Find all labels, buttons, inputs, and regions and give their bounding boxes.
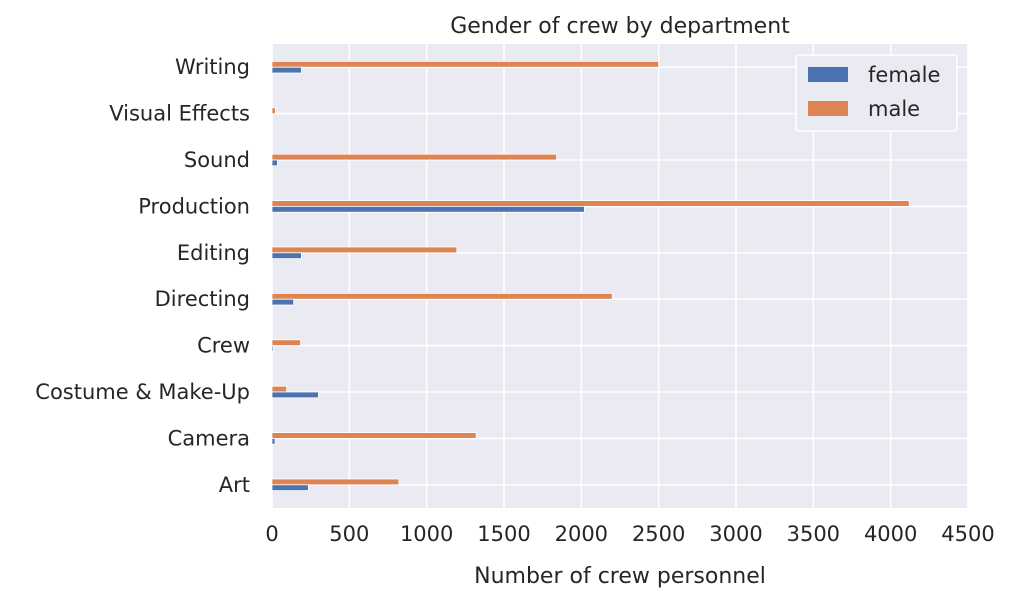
x-tick-label: 3500 — [787, 522, 840, 546]
bar-male — [271, 385, 288, 393]
y-tick-label: Directing — [155, 287, 250, 311]
y-tick-label: Visual Effects — [109, 102, 250, 126]
y-tick-label: Crew — [197, 334, 250, 358]
chart-title: Gender of crew by department — [450, 14, 790, 39]
y-tick-label: Costume & Make-Up — [35, 380, 250, 404]
y-tick-label: Production — [138, 194, 250, 218]
bar-female — [271, 345, 274, 352]
x-tick-label: 3000 — [709, 522, 762, 546]
bar-male — [271, 107, 276, 115]
bar-male — [271, 292, 613, 300]
bar-male — [271, 153, 557, 161]
bar-female — [271, 484, 309, 491]
x-tick-label: 500 — [329, 522, 369, 546]
bars — [271, 61, 910, 491]
y-tick-label: Sound — [184, 148, 250, 172]
x-tick-label: 4000 — [864, 522, 917, 546]
x-tick-label: 1000 — [400, 522, 453, 546]
bar-female — [271, 66, 302, 74]
y-tick-label: Art — [219, 473, 250, 497]
x-tick-label: 1500 — [477, 522, 530, 546]
y-tick-label: Editing — [177, 241, 250, 265]
x-tick-label: 4500 — [941, 522, 994, 546]
bar-male — [271, 61, 660, 68]
legend-label: female — [868, 63, 940, 87]
bar-male — [271, 246, 458, 254]
x-tick-label: 2000 — [555, 522, 608, 546]
bar-female — [271, 298, 295, 306]
bar-male — [271, 200, 910, 207]
bar-male — [271, 432, 477, 439]
bar-female — [271, 205, 585, 213]
x-tick-labels: 0 500 1000 1500 2000 2500 3000 3500 4000 4500 — [265, 522, 994, 546]
bar-female — [271, 437, 276, 445]
y-tick-label: Camera — [168, 426, 250, 450]
legend-swatch — [808, 101, 848, 116]
bar-female — [271, 252, 302, 260]
x-axis-label: Number of crew personnel — [474, 564, 766, 589]
legend: female male — [795, 54, 958, 132]
legend-swatch — [808, 67, 848, 82]
y-tick-label: Writing — [175, 55, 250, 79]
bar-male — [271, 478, 400, 486]
y-tick-labels: Art Camera Costume & Make-Up Crew Directing E… — [35, 55, 250, 497]
legend-label: male — [868, 97, 920, 121]
x-tick-label: 0 — [265, 522, 278, 546]
x-tick-label: 2500 — [632, 522, 685, 546]
bar-male — [271, 339, 302, 346]
bar-female — [271, 391, 319, 399]
bar-female — [271, 159, 278, 167]
